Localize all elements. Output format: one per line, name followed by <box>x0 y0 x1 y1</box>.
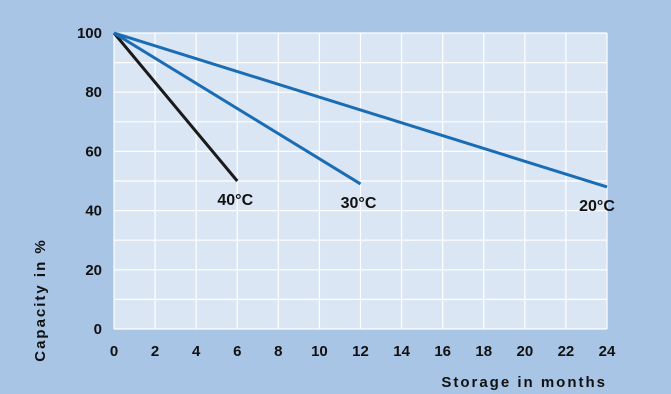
x-tick-label: 2 <box>151 343 159 360</box>
y-axis-tick-labels: 0 20 40 60 80 100 <box>77 25 102 338</box>
series-label-30c: 30°C <box>341 195 377 212</box>
x-tick-label: 8 <box>274 343 282 360</box>
x-tick-label: 10 <box>311 343 328 360</box>
x-tick-label: 18 <box>475 343 492 360</box>
x-axis-title: Storage in months <box>441 374 607 391</box>
y-tick-label: 60 <box>85 143 102 160</box>
y-tick-label: 80 <box>85 84 102 101</box>
series-lines <box>112 31 608 189</box>
series-labels: 40°C 30°C 20°C <box>217 192 615 215</box>
x-tick-label: 14 <box>393 343 410 360</box>
y-tick-label: 40 <box>85 203 102 220</box>
y-tick-label: 20 <box>85 262 102 279</box>
y-axis-title: Capacity in % <box>32 238 49 362</box>
y-tick-label: 100 <box>77 25 102 42</box>
x-tick-label: 6 <box>233 343 241 360</box>
series-line-40c <box>112 32 239 182</box>
series-label-40c: 40°C <box>217 192 253 209</box>
x-axis-tick-labels: 0 2 4 6 8 10 12 14 16 18 20 22 24 <box>110 343 616 360</box>
series-label-20c: 20°C <box>579 198 615 215</box>
x-tick-label: 12 <box>352 343 369 360</box>
x-tick-label: 4 <box>192 343 201 360</box>
x-tick-label: 0 <box>110 343 118 360</box>
x-tick-label: 20 <box>516 343 533 360</box>
x-tick-label: 24 <box>599 343 616 360</box>
series-line-20c <box>113 31 608 189</box>
x-tick-label: 22 <box>558 343 575 360</box>
series-line-30c <box>113 31 362 186</box>
x-tick-label: 16 <box>434 343 451 360</box>
y-tick-label: 0 <box>94 321 102 338</box>
